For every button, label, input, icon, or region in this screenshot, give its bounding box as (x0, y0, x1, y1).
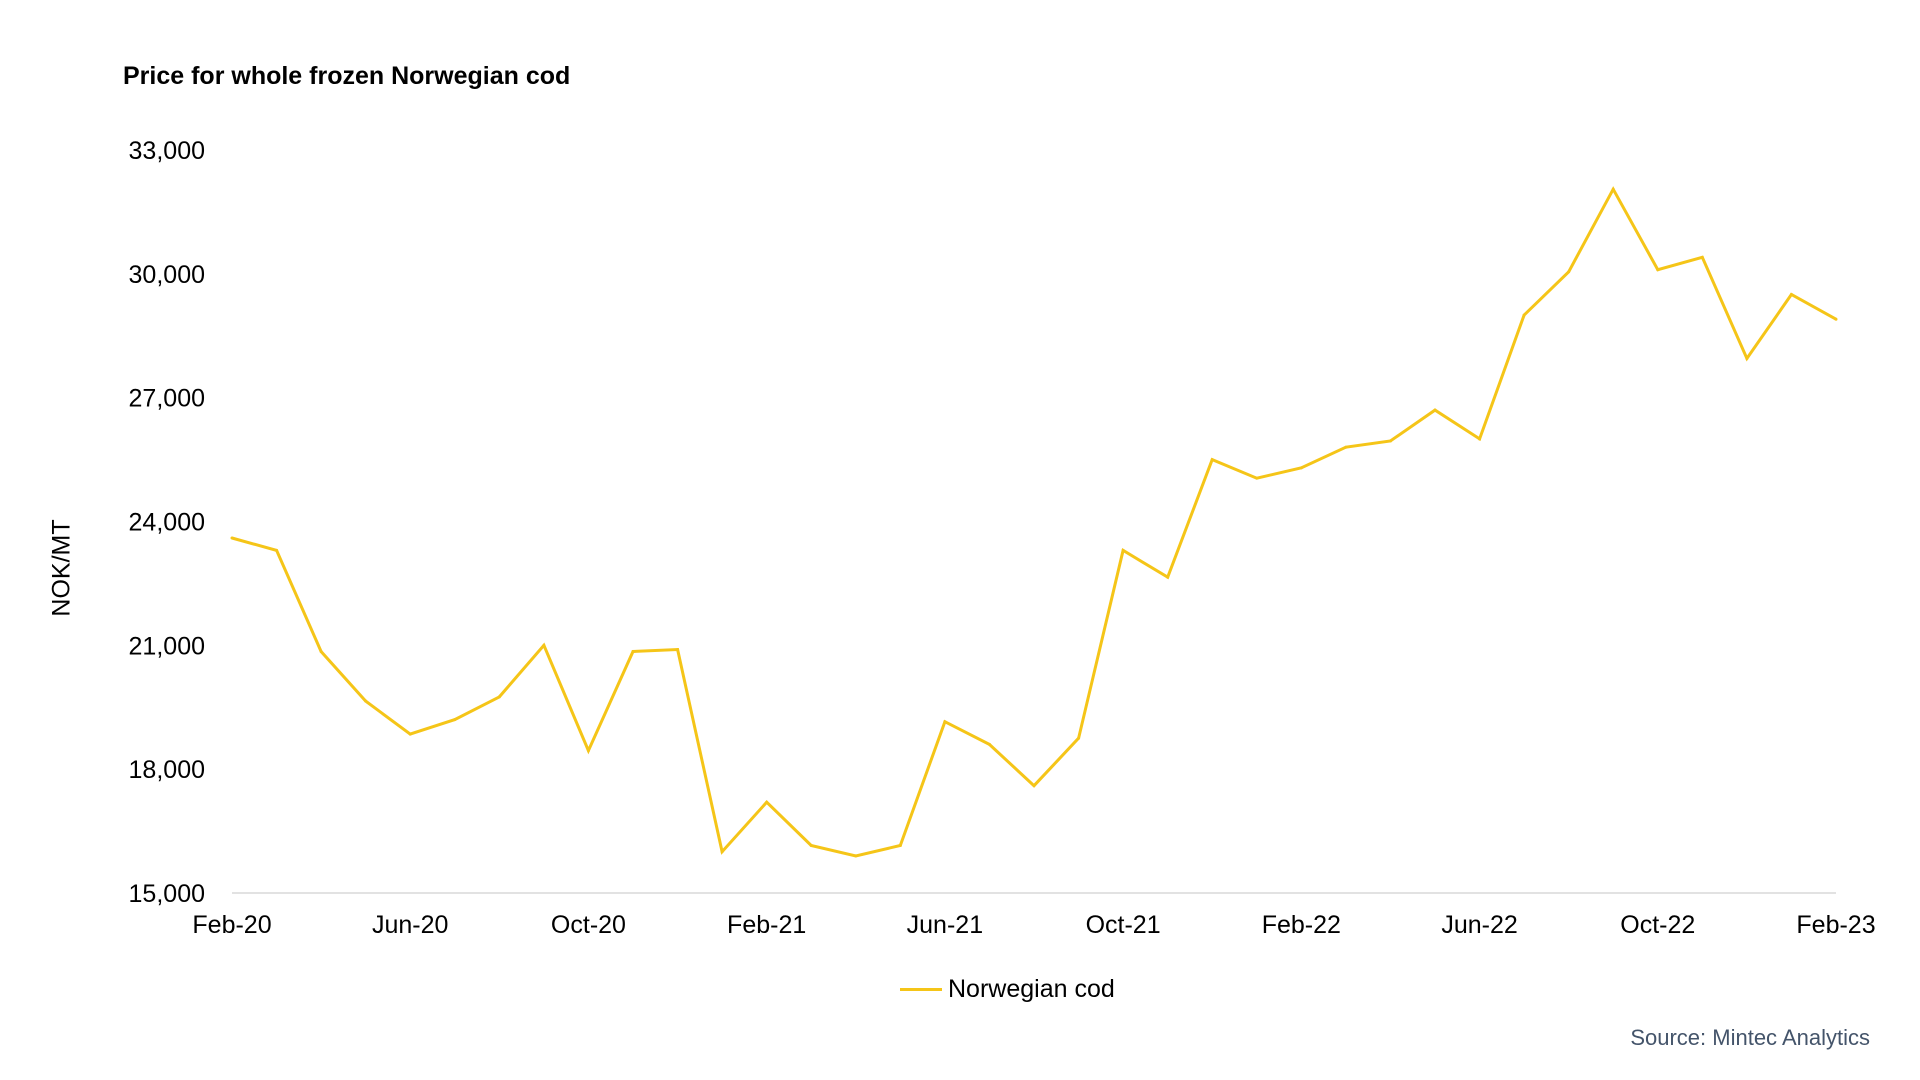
data-point (898, 844, 902, 848)
x-tick-label: Jun-20 (372, 911, 448, 939)
data-point (943, 720, 947, 724)
legend: Norwegian cod (900, 975, 1115, 1004)
data-point (275, 548, 279, 552)
data-point (586, 749, 590, 753)
x-tick-label: Feb-21 (727, 911, 806, 939)
data-point (453, 718, 457, 722)
data-point (854, 854, 858, 858)
data-point (1834, 317, 1838, 321)
data-point (1388, 439, 1392, 443)
legend-label: Norwegian cod (948, 975, 1115, 1003)
data-point (1077, 736, 1081, 740)
data-point (1789, 292, 1793, 296)
data-point (631, 650, 635, 654)
data-point (1567, 270, 1571, 274)
data-point (1121, 548, 1125, 552)
x-tick-labels: Feb-20 Jun-20 Oct-20 Feb-21 Jun-21 Oct-21 Feb-… (192, 911, 1875, 939)
chart-title: Price for whole frozen Norwegian cod (123, 62, 571, 90)
data-point (1210, 458, 1214, 462)
data-point (1745, 356, 1749, 360)
y-tick-labels: 15,000 18,000 21,000 24,000 27,000 30,000 33,0… (129, 137, 205, 908)
x-tick-label: Oct-22 (1620, 911, 1695, 939)
y-tick-label: 33,000 (129, 137, 205, 165)
data-point (1166, 575, 1170, 579)
data-point (987, 742, 991, 746)
data-point (1299, 466, 1303, 470)
data-point (765, 800, 769, 804)
data-point (1433, 408, 1437, 412)
data-point (1478, 437, 1482, 441)
x-tick-label: Feb-23 (1796, 911, 1875, 939)
legend-swatch (900, 988, 942, 991)
data-point (676, 647, 680, 651)
data-point (1522, 313, 1526, 317)
data-points (230, 187, 1838, 858)
series-line-norwegian-cod (231, 186, 1837, 858)
x-tick-label: Jun-21 (907, 911, 983, 939)
data-point (230, 536, 234, 540)
y-tick-label: 15,000 (129, 880, 205, 908)
x-tick-label: Feb-22 (1262, 911, 1341, 939)
data-point (542, 643, 546, 647)
data-point (1032, 784, 1036, 788)
data-point (1255, 476, 1259, 480)
data-point (497, 695, 501, 699)
data-point (319, 650, 323, 654)
y-tick-label: 21,000 (129, 632, 205, 660)
data-point (1344, 445, 1348, 449)
source-note: Source: Mintec Analytics (1630, 1025, 1870, 1050)
data-point (720, 850, 724, 854)
y-tick-label: 30,000 (129, 261, 205, 289)
y-tick-label: 24,000 (129, 509, 205, 537)
x-tick-label: Jun-22 (1441, 911, 1517, 939)
x-tick-label: Feb-20 (192, 911, 271, 939)
data-point (1656, 268, 1660, 272)
data-point (1700, 255, 1704, 259)
y-tick-label: 27,000 (129, 385, 205, 413)
data-point (364, 699, 368, 703)
x-tick-label: Oct-21 (1086, 911, 1161, 939)
x-tick-label: Oct-20 (551, 911, 626, 939)
y-tick-label: 18,000 (129, 756, 205, 784)
data-point (1611, 187, 1615, 191)
data-point (809, 844, 813, 848)
data-point (408, 732, 412, 736)
